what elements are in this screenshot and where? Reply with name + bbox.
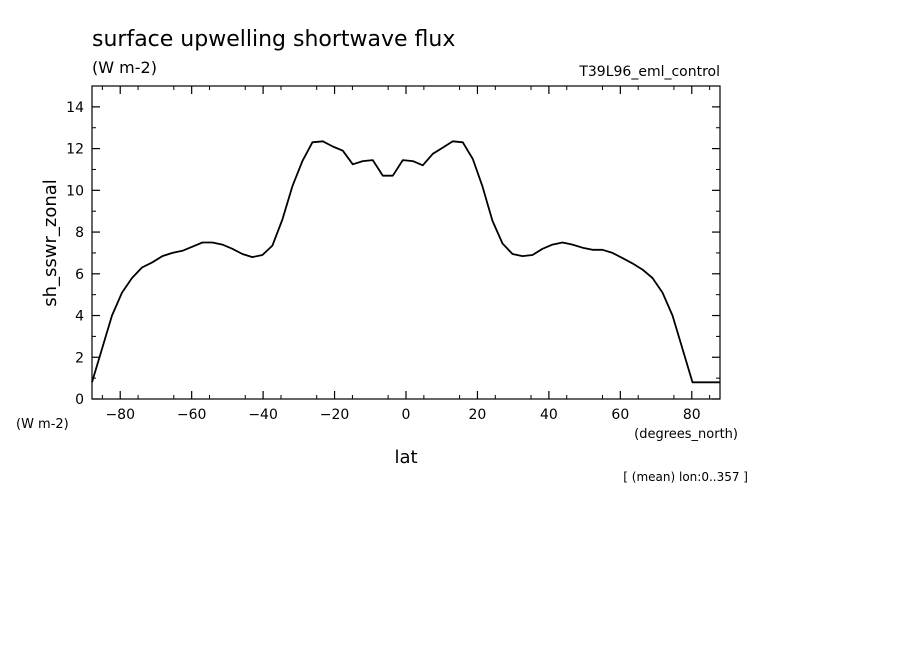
y-axis-units: (W m-2) <box>16 417 69 432</box>
y-tick-label: 0 <box>75 392 84 408</box>
x-axis-units: (degrees_north) <box>634 427 738 442</box>
plot-frame <box>91 85 721 400</box>
y-tick-label: 12 <box>66 142 84 158</box>
chart-units: (W m-2) <box>92 58 157 77</box>
x-tick-label: −80 <box>105 407 135 423</box>
y-tick-label: 8 <box>75 225 84 241</box>
x-tick-label: 0 <box>402 407 411 423</box>
x-axis-label: lat <box>394 447 417 468</box>
series-group <box>91 140 720 384</box>
averaging-note: [ (mean) lon:0..357 ] <box>623 470 748 484</box>
y-tick-label: 4 <box>75 309 84 325</box>
x-tick-label: 20 <box>469 407 487 423</box>
x-axis-ticks: −80 −60 −40 −20 0 20 40 60 80 <box>101 86 711 423</box>
x-tick-label: 80 <box>683 407 701 423</box>
y-axis-ticks: 0 2 4 6 8 10 12 14 <box>66 100 720 408</box>
x-tick-label: −20 <box>320 407 350 423</box>
x-tick-label: −60 <box>177 407 207 423</box>
x-tick-label: −40 <box>248 407 278 423</box>
y-tick-label: 2 <box>75 350 84 366</box>
y-axis-label: sh_sswr_zonal <box>40 179 61 307</box>
x-tick-label: 40 <box>540 407 558 423</box>
x-tick-label: 60 <box>611 407 629 423</box>
chart-title: surface upwelling shortwave flux <box>92 27 455 52</box>
run-label: T39L96_eml_control <box>578 64 720 80</box>
y-tick-label: 6 <box>75 267 84 283</box>
y-tick-label: 14 <box>66 100 84 116</box>
y-tick-label: 10 <box>66 183 84 199</box>
series-line <box>91 140 720 384</box>
